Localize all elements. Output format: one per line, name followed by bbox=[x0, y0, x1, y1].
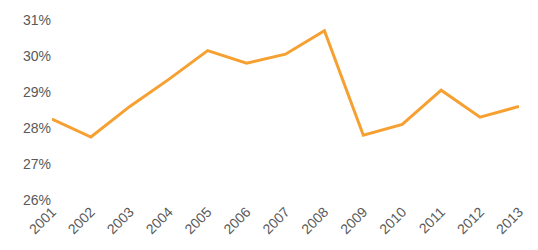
svg-text:28%: 28% bbox=[23, 120, 51, 136]
svg-text:2002: 2002 bbox=[65, 204, 98, 237]
svg-text:2008: 2008 bbox=[298, 204, 331, 237]
svg-text:2013: 2013 bbox=[493, 204, 526, 237]
svg-text:2009: 2009 bbox=[337, 204, 370, 237]
svg-text:2006: 2006 bbox=[220, 204, 253, 237]
svg-text:27%: 27% bbox=[23, 156, 51, 172]
svg-text:2003: 2003 bbox=[104, 204, 137, 237]
svg-text:2010: 2010 bbox=[376, 204, 409, 237]
svg-text:2001: 2001 bbox=[26, 204, 59, 237]
svg-text:2012: 2012 bbox=[454, 204, 487, 237]
svg-text:31%: 31% bbox=[23, 12, 51, 28]
svg-text:2011: 2011 bbox=[416, 204, 449, 237]
svg-text:29%: 29% bbox=[23, 84, 51, 100]
svg-text:2005: 2005 bbox=[181, 204, 214, 237]
svg-text:26%: 26% bbox=[23, 192, 51, 208]
svg-text:2007: 2007 bbox=[259, 204, 292, 237]
svg-text:30%: 30% bbox=[23, 48, 51, 64]
svg-text:2004: 2004 bbox=[142, 204, 175, 237]
